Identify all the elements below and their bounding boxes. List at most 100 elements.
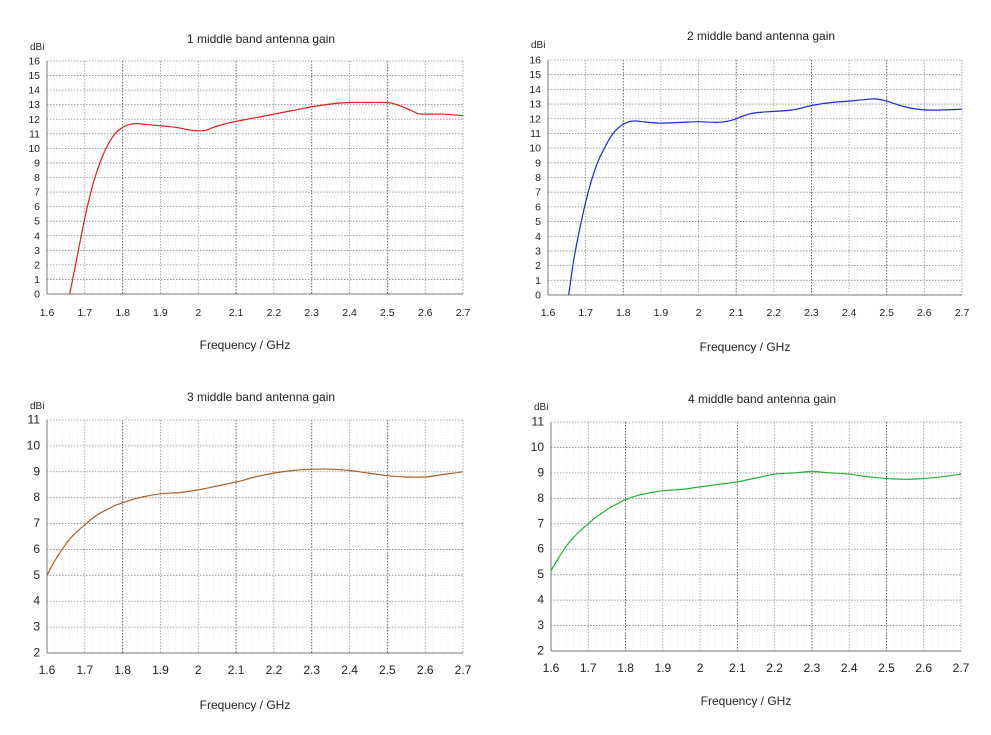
x-tick-label: 2.6 — [917, 307, 932, 319]
y-tick-label: 12 — [28, 114, 40, 126]
y-tick-label: 2 — [535, 260, 541, 272]
x-tick-label: 2.1 — [229, 307, 244, 319]
y-tick-label: 7 — [535, 187, 541, 199]
chart-title: 1 middle band antenna gain — [187, 32, 335, 46]
y-tick-label: 6 — [34, 201, 40, 213]
x-tick-label: 2.2 — [767, 307, 782, 319]
y-tick-label: 8 — [537, 491, 544, 505]
y-tick-label: 5 — [535, 216, 541, 228]
x-tick-label: 1.9 — [654, 307, 669, 319]
y-tick-label: 2 — [537, 644, 544, 658]
y-tick-label: 3 — [535, 245, 541, 257]
x-tick-label: 2.4 — [842, 307, 857, 319]
y-tick-label: 9 — [535, 157, 541, 169]
x-tick-label: 2.1 — [729, 661, 746, 675]
y-axis-label: dBi — [30, 401, 44, 412]
y-tick-label: 3 — [537, 618, 544, 632]
chart-title: 3 middle band antenna gain — [187, 390, 335, 404]
x-axis-label: Frequency / GHz — [700, 340, 791, 354]
chart-4: 2 3 4 5 6 7 8 9 10 11 1.6 1.7 1.8 1.9 2 2.1 2.2 2.3 2.4 2.5… — [531, 392, 970, 708]
x-tick-label: 2.5 — [379, 663, 396, 677]
x-tick-label: 2.5 — [380, 307, 395, 319]
y-tick-label: 5 — [33, 568, 40, 582]
chart-title: 2 middle band antenna gain — [687, 29, 835, 43]
y-tick-label: 14 — [529, 84, 541, 96]
x-tick-label: 2.5 — [878, 661, 895, 675]
y-tick-label: 11 — [530, 128, 541, 140]
y-tick-label: 2 — [33, 646, 40, 660]
y-tick-label: 13 — [529, 99, 541, 111]
x-tick-label: 2.7 — [455, 663, 472, 677]
y-tick-label: 4 — [535, 231, 541, 243]
y-tick-label: 1 — [34, 274, 40, 286]
x-tick-label: 1.7 — [78, 307, 93, 319]
x-tick-label: 2 — [696, 307, 702, 319]
y-axis-label: dBi — [534, 402, 548, 413]
y-tick-label: 0 — [535, 290, 541, 302]
y-tick-label: 10 — [529, 143, 541, 155]
y-tick-label: 0 — [34, 289, 40, 301]
x-tick-label: 1.6 — [541, 307, 556, 319]
y-tick-label: 7 — [537, 516, 544, 530]
y-tick-label: 5 — [34, 216, 40, 228]
y-tick-label: 8 — [33, 490, 40, 504]
x-tick-label: 1.9 — [654, 661, 671, 675]
y-tick-label: 7 — [33, 516, 40, 530]
series-line — [550, 470, 962, 572]
x-tick-label: 1.9 — [153, 307, 168, 319]
x-axis-label: Frequency / GHz — [701, 694, 792, 708]
x-tick-label: 1.8 — [114, 663, 131, 677]
x-tick-label: 2.4 — [841, 661, 858, 675]
y-axis-label: dBi — [30, 42, 44, 53]
x-tick-label: 2.3 — [804, 661, 821, 675]
x-tick-label: 2.6 — [418, 307, 433, 319]
y-tick-label: 9 — [537, 465, 544, 479]
x-tick-label: 2.7 — [456, 307, 471, 319]
y-tick-label: 9 — [34, 157, 40, 169]
y-tick-label: 4 — [33, 594, 40, 608]
x-tick-label: 1.7 — [580, 661, 597, 675]
x-tick-label: 1.9 — [152, 663, 169, 677]
x-tick-label: 2 — [697, 661, 704, 675]
x-tick-label: 1.8 — [616, 307, 631, 319]
y-tick-label: 3 — [34, 245, 40, 257]
series-line — [568, 98, 963, 296]
y-tick-label: 8 — [535, 172, 541, 184]
y-tick-label: 12 — [529, 113, 541, 125]
y-tick-label: 13 — [28, 99, 40, 111]
y-tick-label: 15 — [529, 69, 541, 81]
y-tick-label: 4 — [537, 593, 544, 607]
y-tick-label: 3 — [33, 620, 40, 634]
x-tick-label: 2.2 — [266, 663, 283, 677]
x-axis-label: Frequency / GHz — [200, 698, 291, 712]
x-tick-label: 2.5 — [879, 307, 894, 319]
y-tick-label: 1 — [535, 275, 541, 287]
y-tick-label: 10 — [27, 438, 41, 452]
y-tick-label: 6 — [535, 201, 541, 213]
y-tick-label: 10 — [28, 143, 40, 155]
y-tick-label: 10 — [531, 440, 545, 454]
x-tick-label: 2.4 — [342, 307, 357, 319]
x-tick-label: 2.3 — [304, 307, 319, 319]
x-tick-label: 2.1 — [228, 663, 245, 677]
x-tick-label: 2.4 — [341, 663, 358, 677]
x-tick-label: 2.7 — [953, 661, 970, 675]
y-tick-label: 4 — [34, 230, 40, 242]
x-tick-label: 2.7 — [955, 307, 970, 319]
chart-title: 4 middle band antenna gain — [688, 392, 836, 406]
x-tick-label: 2 — [195, 663, 202, 677]
x-tick-label: 1.6 — [543, 661, 560, 675]
x-tick-label: 1.6 — [40, 307, 55, 319]
series-line — [69, 101, 464, 295]
y-tick-label: 16 — [529, 55, 541, 67]
series-line — [46, 468, 464, 576]
y-tick-label: 6 — [537, 542, 544, 556]
x-axis-label: Frequency / GHz — [200, 338, 291, 352]
x-tick-label: 1.8 — [115, 307, 130, 319]
x-tick-label: 2 — [195, 307, 201, 319]
y-tick-label: 11 — [532, 415, 545, 429]
x-tick-label: 1.8 — [617, 661, 634, 675]
